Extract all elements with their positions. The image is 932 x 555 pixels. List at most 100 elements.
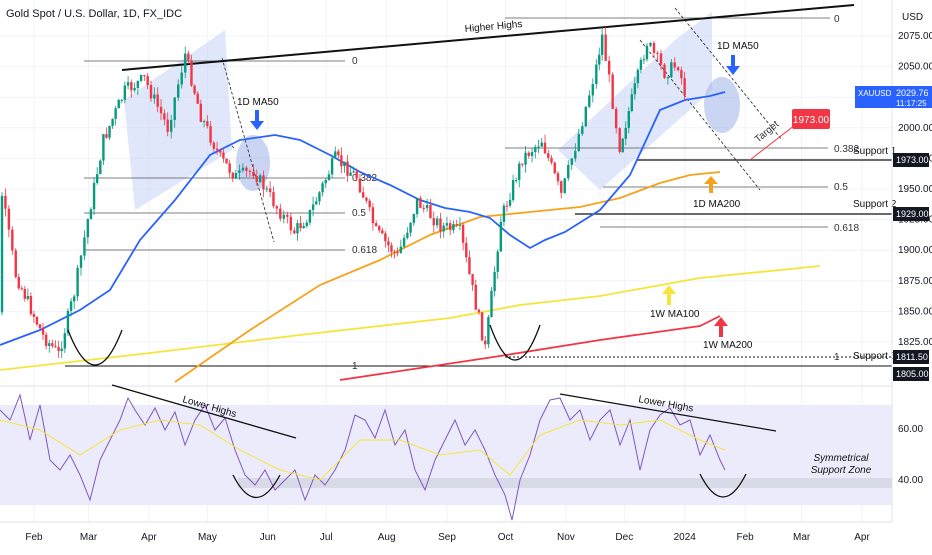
support-1-label: Support 1 [853,146,897,157]
x-tick-label: Aug [378,532,396,543]
candle-body [355,171,358,179]
candle-body [72,296,76,302]
candle-body [293,230,296,234]
candle-body [234,172,238,179]
arrow-ma200-weekly [714,317,728,337]
candle-body [177,84,180,98]
rsi-lower-highs-line-left [111,384,297,439]
candle-body [163,113,166,120]
candle-body [365,197,368,201]
candle-body [670,62,673,78]
candle-body [663,64,666,78]
candle-body [26,295,30,299]
candle-body [215,148,219,151]
candle-body [241,167,245,171]
candle-body [477,309,481,313]
candle-body [343,161,346,167]
fib-label-0618-right: 0.618 [834,223,859,234]
candle-body [258,175,262,183]
arrow-ma50-right [726,55,740,75]
candle-body [231,172,234,179]
arrow-ma100-weekly [662,285,676,305]
x-tick-label: Mar [793,532,811,543]
candle-body [429,204,432,219]
ma-1w-ma100 [0,265,821,371]
candle-body [656,52,659,54]
candle-body [452,224,455,231]
fib-label-1-left: 1 [352,361,358,372]
candle-body [238,170,241,173]
candle-body [361,192,365,198]
candle-body [114,108,117,119]
candle-body [680,70,683,79]
candle-body [105,134,108,138]
candle-body [521,163,524,165]
candle-body [146,76,149,85]
candle-body [396,252,399,254]
candle-body [387,241,390,246]
x-tick-label: 2024 [674,532,697,543]
candle-body [248,170,252,172]
candle-body [219,150,222,153]
candle-body [136,80,140,88]
candle-body [511,180,515,200]
candle-body [611,74,614,109]
support-2-label: Support 2 [853,199,897,210]
candle-body [618,128,621,153]
candle-body [553,162,556,174]
svg-text:1973.00: 1973.00 [896,155,929,165]
candle-body [624,127,627,139]
rsi-lower-highs-line-right [559,393,777,432]
candle-body [514,180,518,182]
x-tick-label: Dec [615,532,633,543]
candle-body [368,200,371,208]
candle-body [442,225,445,232]
candle-body [496,251,499,272]
candle-body [346,161,349,176]
rsi-signal-line [0,419,726,481]
candle-body [393,251,396,253]
candle-body [502,205,506,222]
candle-body [35,316,39,325]
candle-body [556,173,560,182]
candle-body [44,334,48,346]
candle-body [461,224,465,243]
y-tick-label: 1950.00 [898,184,932,195]
candle-body [349,172,352,176]
candle-body [399,246,403,253]
candle-body [79,255,83,268]
candle-body [0,215,4,228]
candle-body [41,328,45,335]
candle-body [465,242,468,258]
bottom-arc-mid [489,324,541,361]
fib-label-1-right: 1 [834,352,840,363]
candle-body [318,192,321,202]
fib-label-0618-left: 0.618 [352,245,377,256]
rsi-support-zone [238,478,892,488]
candle-body [143,75,146,77]
candle-body [48,343,51,346]
chart-title: Gold Spot / U.S. Dollar, 1D, FX_IDC [6,8,182,20]
x-tick-label: Jul [320,532,333,543]
candle-body [265,188,268,190]
candle-body [334,151,337,159]
last-price-text: 2029.76 [896,88,929,98]
label-1w-ma200: 1W MA200 [703,340,753,351]
candle-body [534,147,537,153]
candle-body [123,85,127,100]
candle-body [604,34,607,61]
candle-body [374,223,378,227]
candle-body [180,72,183,85]
candle-body [222,152,225,159]
channel-shade-mid [558,12,712,190]
candle-body [299,223,302,229]
candle-body [32,314,36,317]
candle-body [543,142,547,154]
candle-body [305,222,309,226]
ma-1w-ma200 [339,315,721,381]
candle-body [89,209,93,220]
candle-body [527,152,530,156]
candle-body [439,218,442,232]
candle-body [471,273,474,285]
